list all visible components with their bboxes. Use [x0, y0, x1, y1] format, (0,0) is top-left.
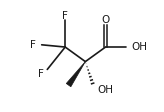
Text: F: F	[30, 40, 36, 50]
Polygon shape	[66, 62, 85, 87]
Text: OH: OH	[98, 85, 114, 95]
Text: OH: OH	[131, 42, 147, 52]
Text: F: F	[62, 11, 68, 21]
Text: F: F	[38, 69, 44, 79]
Text: O: O	[101, 15, 110, 25]
